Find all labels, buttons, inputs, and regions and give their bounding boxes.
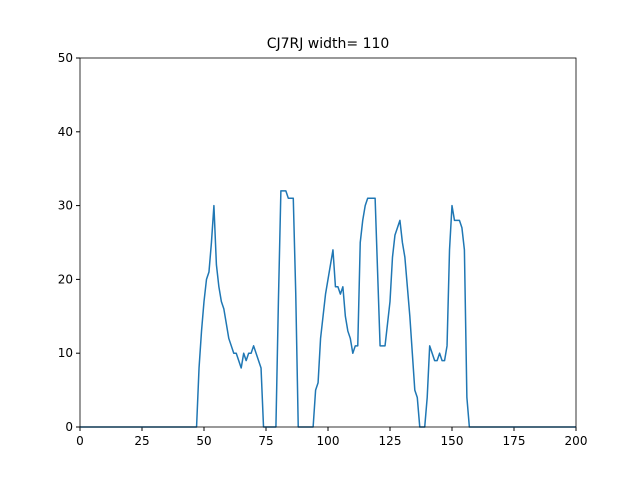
x-tick-label: 100 <box>317 434 340 448</box>
chart-title: CJ7RJ width= 110 <box>267 36 390 52</box>
y-tick-label: 50 <box>58 51 73 65</box>
x-tick-label: 0 <box>76 434 84 448</box>
plot-frame <box>79 57 577 428</box>
x-tick-label: 75 <box>258 434 273 448</box>
x-tick-label: 125 <box>379 434 402 448</box>
x-tick-label: 150 <box>441 434 464 448</box>
y-tick-label: 30 <box>58 199 73 213</box>
x-tick-label: 50 <box>196 434 211 448</box>
x-tick-label: 175 <box>503 434 526 448</box>
x-tick-label: 200 <box>565 434 588 448</box>
y-tick-label: 20 <box>58 272 73 286</box>
y-tick-label: 0 <box>65 420 73 434</box>
x-tick-label: 25 <box>134 434 149 448</box>
y-tick-label: 40 <box>58 125 73 139</box>
y-tick-label: 10 <box>58 346 73 360</box>
data-line <box>80 190 576 428</box>
